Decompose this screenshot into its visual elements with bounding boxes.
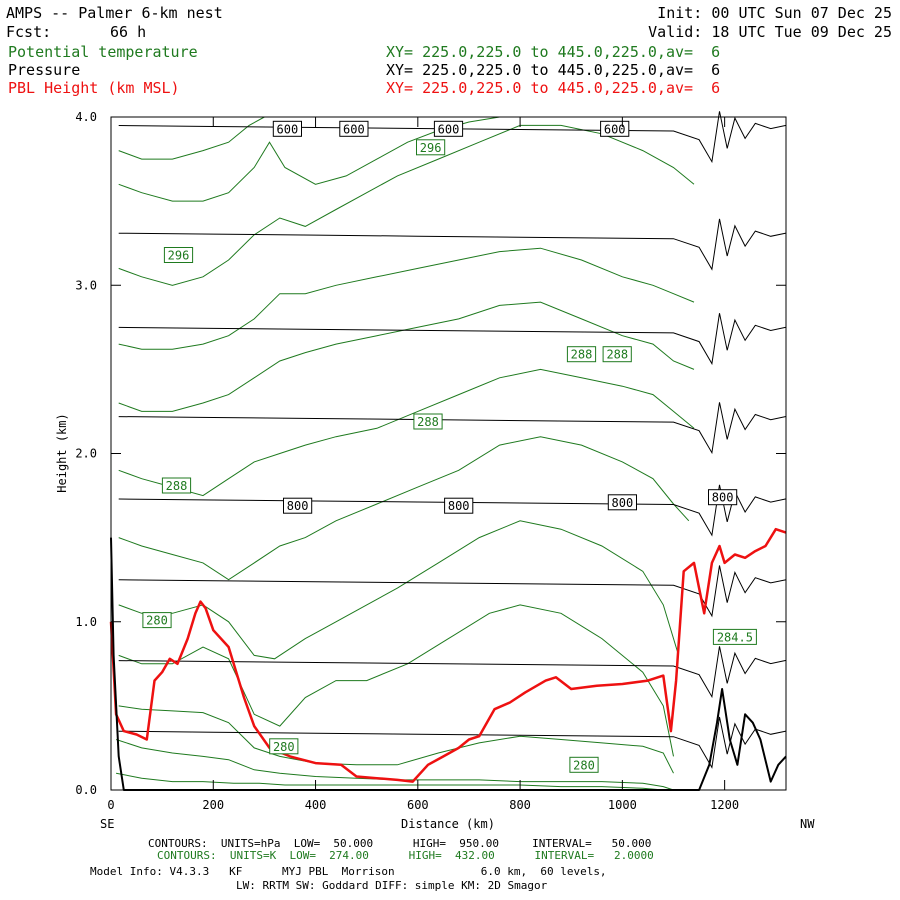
contour-label-box (272, 120, 302, 137)
x-end-left-label: SE (100, 817, 114, 831)
contour-label: 296 (168, 249, 190, 263)
pressure-contour-line (118, 484, 787, 537)
theta-contour-line (118, 436, 690, 581)
contour-label: 600 (343, 122, 365, 136)
contour-label-box (708, 489, 738, 506)
contour-label: 280 (273, 740, 295, 754)
theta-contour-line (116, 772, 674, 791)
axes: 0 200 400 600 800 1000 1200 0.0 1.0 2.0 3.0 4.0 (75, 110, 786, 812)
contour-label-box (566, 346, 597, 363)
theta-contour-line (118, 301, 695, 412)
contour-label: 800 (612, 496, 634, 510)
contour-label-box (161, 477, 192, 494)
field-xy-pressure: XY= 225.0,225.0 to 445.0,225.0,av= 6 (386, 61, 721, 79)
theta-contours (115, 116, 695, 791)
pressure-contour-line (118, 646, 787, 699)
plot-frame (110, 116, 787, 791)
x-axis-label: Distance (km) (401, 817, 495, 831)
pressure-contour-line (118, 716, 787, 769)
contour-label: 800 (287, 499, 309, 513)
contour-label-box (433, 120, 464, 137)
x-tick-label: 400 (305, 798, 327, 812)
model-title: AMPS -- Palmer 6-km nest (6, 4, 223, 22)
contour-label: 800 (448, 499, 470, 513)
contour-label: 288 (571, 348, 593, 362)
x-tick-label: 800 (509, 798, 531, 812)
contour-label: 600 (604, 122, 626, 136)
footer-model-info: Model Info: V4.3.3 KF MYJ PBL Morrison 6… (90, 865, 607, 878)
contour-label: 288 (417, 415, 439, 429)
y-tick-label: 1.0 (75, 615, 97, 629)
field-name-pbl: PBL Height (km MSL) (8, 79, 180, 97)
contour-label-box (602, 346, 632, 363)
contour-label-box (339, 120, 369, 137)
y-tick-label: 4.0 (75, 110, 97, 124)
x-tick-label: 0 (107, 798, 114, 812)
pressure-contour-line (118, 313, 787, 366)
contour-label-box (600, 120, 630, 137)
x-tick-label: 1000 (608, 798, 637, 812)
field-name-pressure: Pressure (8, 61, 81, 79)
x-end-right-label: NW (800, 817, 815, 831)
contour-label: 800 (712, 491, 734, 505)
init-time: Init: 00 UTC Sun 07 Dec 25 (657, 4, 892, 22)
theta-contour-line (118, 368, 695, 497)
contour-label: 280 (573, 758, 595, 772)
contour-label-box (163, 247, 194, 263)
contour-label-box (269, 738, 299, 755)
contour-label: 284.5 (717, 630, 753, 644)
contour-label: 280 (146, 614, 168, 628)
contour-label-box (142, 612, 172, 629)
contour-label-box (569, 756, 599, 773)
theta-contour-line (118, 247, 695, 350)
contour-label-box (283, 497, 313, 514)
theta-contour-line (118, 116, 265, 160)
theta-contour-line (118, 520, 680, 660)
contour-label: 288 (606, 348, 628, 362)
contour-label-box (712, 628, 757, 645)
footer-theta-contours: CONTOURS: UNITS=K LOW= 274.00 HIGH= 432.… (157, 849, 654, 862)
theta-contour-line (118, 116, 500, 202)
footer-pressure-contours: CONTOURS: UNITS=hPa LOW= 50.000 HIGH= 95… (148, 837, 652, 850)
pressure-contour-line (118, 218, 787, 271)
contour-label-box (416, 139, 446, 156)
x-tick-label: 600 (407, 798, 429, 812)
x-tick-label: 1200 (710, 798, 739, 812)
theta-contour-line (118, 604, 674, 757)
contour-label: 296 (420, 141, 442, 155)
contour-label-box (444, 497, 474, 514)
field-xy-pbl: XY= 225.0,225.0 to 445.0,225.0,av= 6 (386, 79, 721, 97)
y-axis-label: Height (km) (55, 413, 69, 492)
contour-label-box (413, 413, 443, 430)
pressure-contours (118, 111, 787, 769)
contour-label-box (607, 494, 637, 511)
valid-time: Valid: 18 UTC Tue 09 Dec 25 (648, 23, 892, 41)
footer-physics-info: LW: RRTM SW: Goddard DIFF: simple KM: 2D… (236, 879, 548, 892)
y-tick-label: 0.0 (75, 783, 97, 797)
field-xy-theta: XY= 225.0,225.0 to 445.0,225.0,av= 6 (386, 43, 721, 61)
theta-contour-line (118, 124, 695, 286)
contour-labels: 600 600 600 600 296 296 288 288 288 288 800 800 800 8… (142, 120, 757, 773)
y-tick-label: 3.0 (75, 278, 97, 292)
pbl-height-line (109, 527, 787, 783)
y-tick-label: 2.0 (75, 447, 97, 461)
field-name-theta: Potential temperature (8, 43, 198, 61)
contour-label: 288 (166, 479, 188, 493)
forecast-label: Fcst: (6, 23, 52, 41)
contour-label: 600 (277, 122, 299, 136)
pressure-contour-line (118, 402, 787, 455)
forecast-value: 66 h (110, 23, 147, 41)
theta-contour-line (118, 705, 674, 774)
contour-label: 600 (438, 122, 460, 136)
x-tick-label: 200 (202, 798, 224, 812)
